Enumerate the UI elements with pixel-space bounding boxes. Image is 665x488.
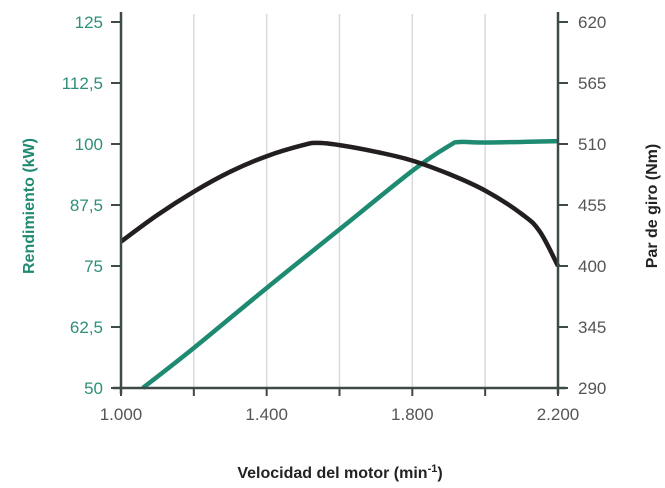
y-left-tick-label: 87,5 [70,196,103,215]
y-right-tick-label: 290 [578,379,606,398]
y-right-tick-label: 620 [578,13,606,32]
y-right-tick-label: 510 [578,135,606,154]
y-left-tick-label: 62,5 [70,318,103,337]
y-right-tick-label: 400 [578,257,606,276]
series-lines [119,138,560,390]
y-left-tick-label: 112,5 [62,74,103,93]
x-axis-title: Velocidad del motor (min-1) [237,463,442,482]
x-tick-label: 1.400 [245,405,288,424]
x-axis-title-text: Velocidad del motor (min [237,465,427,482]
tick-labels: 50 62,5 75 87,5 100 112,5 125 290 345 400 455 510 56… [62,13,607,424]
y-left-tick-label: 100 [75,135,103,154]
torque-line [119,140,560,268]
y-axis-right-title: Par de giro (Nm) [644,144,661,268]
x-axis-title-superscript: -1 [428,463,438,475]
axes [111,12,568,396]
y-left-tick-label: 125 [75,13,103,32]
y-right-tick-label: 455 [578,196,606,215]
y-axis-left-title: Rendimiento (kW) [21,138,38,274]
y-left-tick-label: 75 [84,257,103,276]
x-tick-label: 2.200 [537,405,580,424]
x-axis-title-close: ) [437,465,442,482]
gridlines [193,14,486,388]
x-tick-label: 1.800 [391,405,434,424]
y-right-tick-label: 565 [578,74,606,93]
y-right-tick-label: 345 [578,318,606,337]
power-line [141,138,559,390]
y-left-tick-label: 50 [84,379,103,398]
x-tick-label: 1.000 [100,405,143,424]
